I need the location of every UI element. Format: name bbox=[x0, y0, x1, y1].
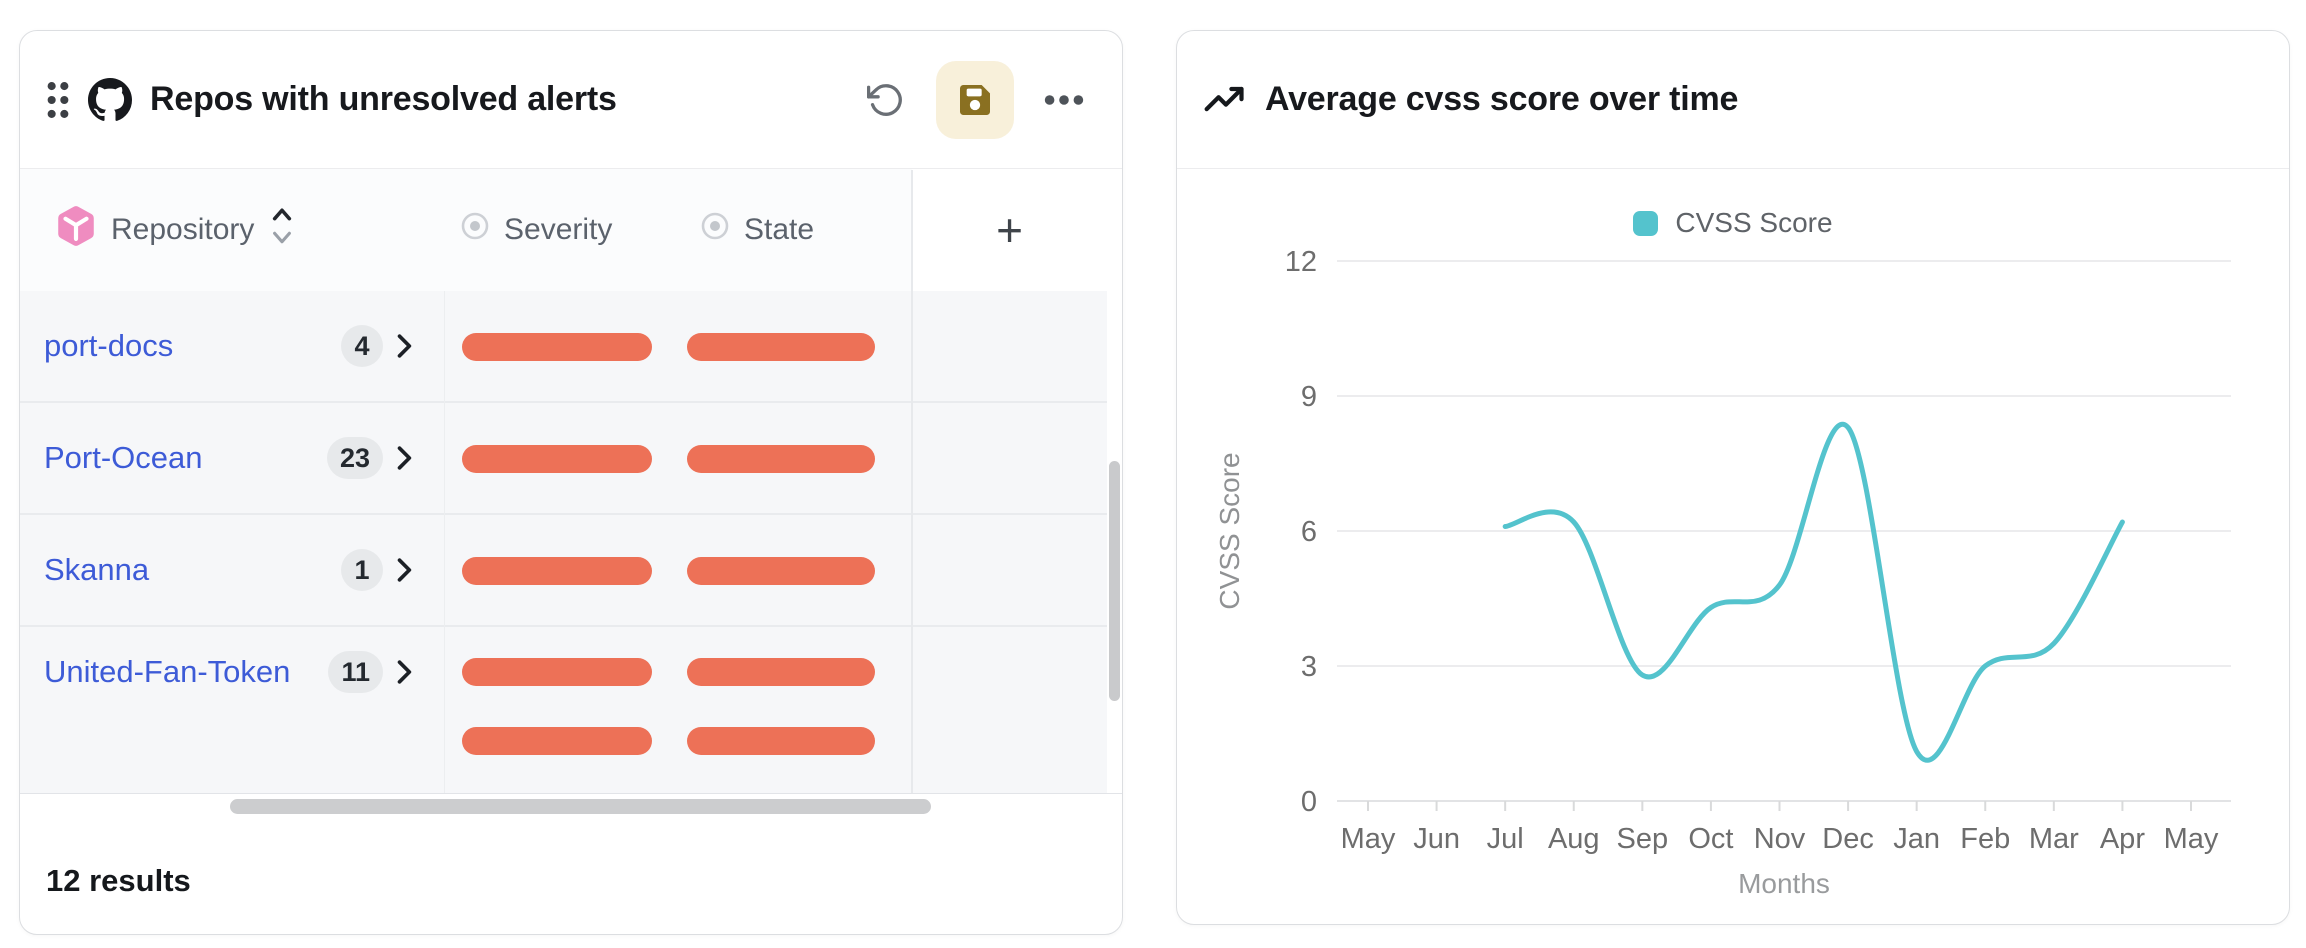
table-row[interactable]: port-docs 4 bbox=[20, 291, 1107, 403]
column-label: Severity bbox=[504, 213, 613, 246]
horizontal-scrollbar[interactable] bbox=[230, 799, 931, 814]
state-bar bbox=[687, 727, 875, 755]
table-row[interactable]: Skanna 1 bbox=[20, 515, 1107, 627]
table-row[interactable]: United-Fan-Token 11 bbox=[20, 627, 1107, 794]
repo-link[interactable]: United-Fan-Token bbox=[44, 654, 291, 689]
x-tick-label: Oct bbox=[1688, 823, 1733, 855]
x-tick-label: Jun bbox=[1413, 823, 1460, 855]
state-bar bbox=[687, 445, 875, 473]
save-button[interactable] bbox=[936, 60, 1014, 139]
add-column-button[interactable]: + bbox=[912, 169, 1107, 291]
alert-count-badge: 1 bbox=[341, 549, 383, 591]
github-icon bbox=[88, 77, 132, 122]
widget-title: Average cvss score over time bbox=[1265, 80, 1739, 118]
drag-handle-icon[interactable] bbox=[46, 81, 72, 119]
column-label: State bbox=[744, 213, 815, 246]
state-bar bbox=[687, 658, 875, 686]
line-chart: 0 3 6 9 12 May Jun Jul Aug Sep Oct Nov Dec Jan Feb Mar A… bbox=[1214, 246, 2231, 899]
x-tick-label: Apr bbox=[2100, 823, 2145, 855]
widget-title: Repos with unresolved alerts bbox=[150, 80, 617, 118]
column-divider bbox=[444, 291, 445, 794]
x-tick-label: May bbox=[2164, 823, 2219, 855]
repository-cell: United-Fan-Token 11 bbox=[44, 627, 418, 717]
x-tick-label: Sep bbox=[1617, 823, 1669, 855]
severity-bar bbox=[462, 557, 652, 585]
alert-count-badge: 11 bbox=[328, 651, 383, 693]
table-row[interactable]: Port-Ocean 23 bbox=[20, 403, 1107, 515]
widget-header: Repos with unresolved alerts bbox=[20, 31, 1122, 169]
column-divider bbox=[911, 170, 913, 794]
cube-icon bbox=[56, 205, 96, 255]
widget-header: Average cvss score over time bbox=[1177, 31, 2289, 169]
chevron-right-icon[interactable] bbox=[396, 445, 418, 471]
repo-link[interactable]: port-docs bbox=[44, 328, 174, 363]
column-header-severity[interactable]: Severity bbox=[461, 169, 612, 291]
results-count: 12 results bbox=[46, 863, 191, 898]
y-tick-label: 3 bbox=[1301, 651, 1317, 683]
table-bottom-border bbox=[20, 793, 1122, 794]
vertical-scrollbar[interactable] bbox=[1109, 461, 1120, 701]
chart-legend[interactable]: CVSS Score bbox=[1177, 207, 2289, 239]
y-tick-label: 6 bbox=[1301, 516, 1317, 548]
radio-icon bbox=[461, 212, 489, 248]
x-tick-label: Jan bbox=[1893, 823, 1940, 855]
severity-bar bbox=[462, 727, 652, 755]
repository-cell: port-docs 4 bbox=[44, 291, 418, 401]
widget-average-cvss-score: Average cvss score over time CVSS Score … bbox=[1176, 30, 2290, 925]
severity-bar bbox=[462, 658, 652, 686]
legend-label: CVSS Score bbox=[1675, 207, 1833, 238]
chevron-right-icon[interactable] bbox=[396, 333, 418, 359]
trending-up-icon bbox=[1203, 78, 1247, 122]
state-bar bbox=[687, 557, 875, 585]
widget-repos-with-unresolved-alerts: Repos with unresolved alerts bbox=[19, 30, 1123, 935]
repository-cell: Port-Ocean 23 bbox=[44, 403, 418, 513]
column-header-repository[interactable]: Repository bbox=[56, 169, 295, 291]
legend-swatch bbox=[1633, 210, 1659, 236]
repo-link[interactable]: Port-Ocean bbox=[44, 440, 203, 475]
repository-cell: Skanna 1 bbox=[44, 515, 418, 625]
chevron-right-icon[interactable] bbox=[396, 659, 418, 685]
radio-icon bbox=[701, 212, 729, 248]
x-tick-label: Aug bbox=[1548, 823, 1600, 855]
x-tick-label: May bbox=[1341, 823, 1396, 855]
x-tick-label: Mar bbox=[2029, 823, 2079, 855]
alert-count-badge: 4 bbox=[341, 325, 383, 367]
more-options-button[interactable] bbox=[1040, 76, 1088, 124]
table-header-row: Repository Severity bbox=[20, 169, 1107, 291]
alert-count-badge: 23 bbox=[326, 437, 383, 479]
state-bar bbox=[687, 333, 875, 361]
y-tick-label: 12 bbox=[1285, 246, 1317, 278]
series-line bbox=[1502, 421, 2125, 763]
y-tick-label: 0 bbox=[1301, 786, 1317, 818]
y-axis-title: CVSS Score bbox=[1214, 452, 1245, 609]
column-header-state[interactable]: State bbox=[701, 169, 814, 291]
x-tick-label: Dec bbox=[1822, 823, 1874, 855]
severity-bar bbox=[462, 445, 652, 473]
severity-bar bbox=[462, 333, 652, 361]
x-axis-title: Months bbox=[1738, 868, 1830, 899]
x-tick-label: Nov bbox=[1754, 823, 1806, 855]
sort-icon[interactable] bbox=[269, 205, 295, 255]
y-tick-label: 9 bbox=[1301, 381, 1317, 413]
column-label: Repository bbox=[111, 213, 255, 246]
x-tick-label: Jul bbox=[1487, 823, 1524, 855]
table-body: port-docs 4 Port-Ocean 23 bbox=[20, 291, 1107, 794]
repo-link[interactable]: Skanna bbox=[44, 552, 150, 587]
chevron-right-icon[interactable] bbox=[396, 557, 418, 583]
x-tick-label: Feb bbox=[1960, 823, 2010, 855]
undo-button[interactable] bbox=[862, 76, 910, 124]
